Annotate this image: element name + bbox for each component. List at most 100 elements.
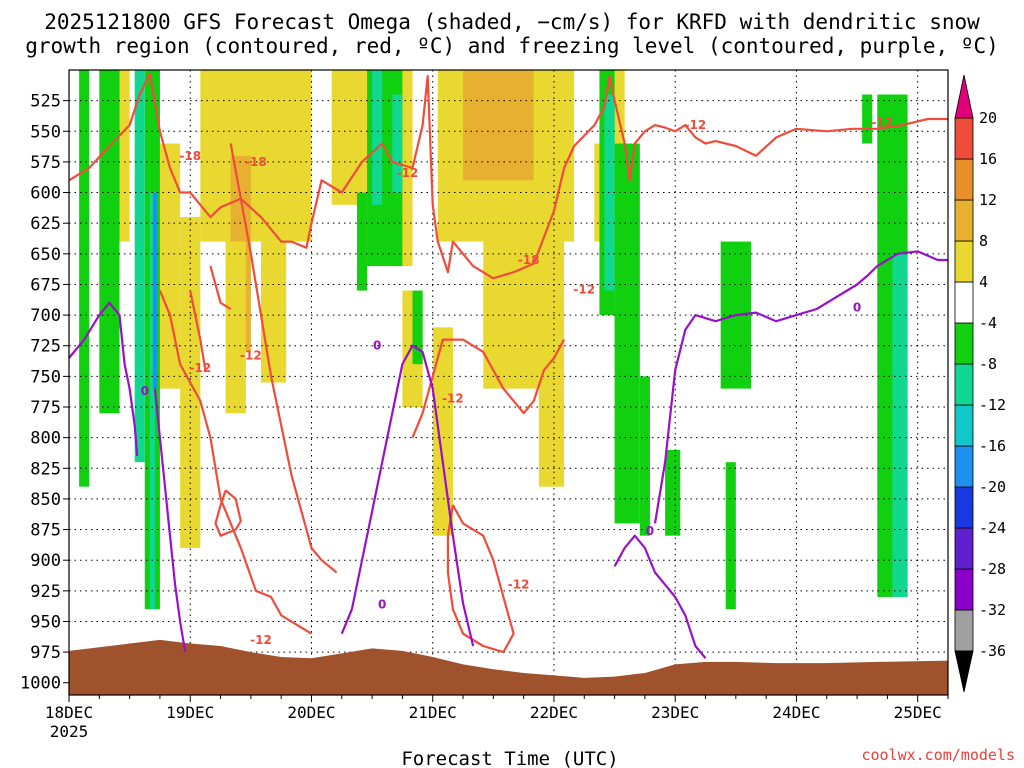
colorbar-tick-label: 16 <box>979 150 997 168</box>
colorbar-swatch <box>954 199 974 242</box>
contour-label: 0 <box>853 301 861 315</box>
colorbar-tick-label: 8 <box>979 232 988 250</box>
contour-label: -18 <box>179 149 201 163</box>
colorbar-swatch <box>954 117 974 160</box>
colorbar-over-arrow <box>954 74 974 119</box>
purple-contour-line <box>153 388 187 653</box>
purple-contour-line <box>653 250 948 524</box>
x-axis-label: Forecast Time (UTC) <box>401 748 618 768</box>
y-tick-label: 725 <box>30 337 61 357</box>
credit-text: coolwx.com/models <box>861 746 1015 764</box>
purple-contour-line <box>613 534 707 659</box>
x-tick-label: 20DEC <box>287 703 335 722</box>
red-contour-line <box>411 338 566 439</box>
y-tick-label: 875 <box>30 521 61 541</box>
red-contour-line <box>189 290 207 371</box>
contour-label: -12 <box>240 349 262 363</box>
colorbar-tick-label: -36 <box>979 642 1006 660</box>
y-tick-label: 950 <box>30 612 61 632</box>
y-tick-label: 650 <box>30 245 61 265</box>
y-tick-label: 700 <box>30 306 61 326</box>
red-contour-line <box>214 489 242 537</box>
plot-frame <box>68 69 949 696</box>
omega-region <box>604 94 615 291</box>
omega-region <box>356 192 368 291</box>
contour-label: -12 <box>397 166 419 180</box>
omega-region <box>392 94 403 193</box>
y-axis: 525 550 575 600 625 650 675 700 725 750 775 800 825 8… <box>20 92 69 694</box>
omega-region <box>639 376 650 536</box>
colorbar-swatch <box>954 445 974 488</box>
contour-label: 0 <box>141 384 149 398</box>
contour-label: -12 <box>573 282 595 296</box>
colorbar-tick-label: 12 <box>979 191 997 209</box>
omega-region <box>99 70 120 414</box>
contours <box>68 72 948 659</box>
colorbar-tick-label: -24 <box>979 519 1006 537</box>
y-tick-label: 550 <box>30 122 61 142</box>
purple-contour-line <box>340 344 475 647</box>
x-tick-label: 23DEC <box>651 703 699 722</box>
y-tick-label: 575 <box>30 153 61 173</box>
terrain <box>69 639 948 695</box>
x-tick-label: 25DEC <box>894 703 942 722</box>
colorbar-swatch <box>954 158 974 201</box>
omega-region <box>432 327 453 536</box>
colorbar-swatch <box>954 404 974 447</box>
omega-region <box>725 462 736 610</box>
colorbar-tick-label: -16 <box>979 437 1006 455</box>
omega-region <box>134 70 145 463</box>
colorbar-tick-label: -32 <box>979 601 1006 619</box>
red-contour-line <box>158 290 313 635</box>
contour-label: -12 <box>871 116 893 130</box>
contour-label: -12 <box>250 633 272 647</box>
omega-region <box>260 241 287 383</box>
y-tick-label: 775 <box>30 398 61 418</box>
omega-region <box>892 253 908 597</box>
contour-label: 0 <box>646 524 654 538</box>
y-tick-label: 1000 <box>20 674 61 694</box>
colorbar-swatch <box>954 486 974 529</box>
contour-label: -18 <box>245 155 267 169</box>
contour-label: -18 <box>518 253 540 267</box>
colorbar-tick-label: -8 <box>979 355 997 373</box>
y-tick-label: 625 <box>30 214 61 234</box>
contour-label: 0 <box>378 597 386 611</box>
contour-label: -12 <box>685 118 707 132</box>
y-tick-label: 600 <box>30 184 61 204</box>
chart-title-line-1: 2025121800 GFS Forecast Omega (shaded, −… <box>44 10 980 34</box>
omega-region <box>665 449 681 536</box>
omega-region <box>152 192 157 389</box>
contour-label: 0 <box>373 339 381 353</box>
x-tick-label: 22DEC <box>530 703 578 722</box>
contour-label: -12 <box>190 361 212 375</box>
y-tick-label: 750 <box>30 367 61 387</box>
red-contour-line <box>209 265 232 310</box>
omega-region <box>372 70 383 205</box>
x-tick-label: 21DEC <box>409 703 457 722</box>
colorbar-tick-label: -20 <box>979 478 1006 496</box>
colorbar-swatch <box>954 527 974 570</box>
omega-region <box>149 192 155 610</box>
y-tick-label: 675 <box>30 275 61 295</box>
y-tick-label: 825 <box>30 459 61 479</box>
chart-title-line-2: growth region (contoured, red, ºC) and f… <box>25 34 999 58</box>
red-contour-line <box>229 143 338 574</box>
omega-region <box>412 290 423 365</box>
y-tick-label: 800 <box>30 429 61 449</box>
plot-area: -18 -18 -12 -12 -12 -18 -12 -12 -12 -12 -12 -12 0 0 0 0… <box>68 69 949 696</box>
y-tick-label: 975 <box>30 643 61 663</box>
x-tick-sublabel: 2025 <box>50 722 89 741</box>
omega-region <box>614 143 640 524</box>
omega-region <box>79 70 90 487</box>
colorbar: -36 -32 -28 -24 -20 -16 -12 -8 -4 4 8 12 16 20 <box>954 74 1006 693</box>
omega-region <box>463 70 534 181</box>
colorbar-tick-label: 4 <box>979 273 988 291</box>
x-tick-label: 18DEC <box>45 703 93 722</box>
contour-label: -12 <box>508 578 530 592</box>
red-contour-line <box>446 504 515 654</box>
colorbar-tick-label: -4 <box>979 314 997 332</box>
contour-label: -12 <box>442 391 464 405</box>
colorbar-tick-label: -12 <box>979 396 1006 414</box>
colorbar-under-arrow <box>954 650 974 693</box>
